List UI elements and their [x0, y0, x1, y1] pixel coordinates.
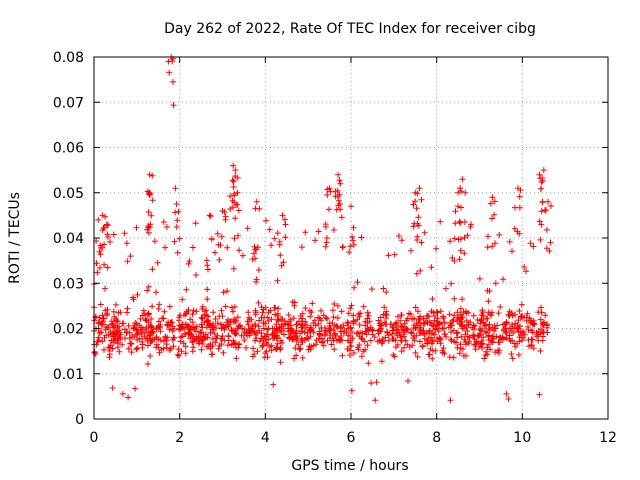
data-points: [91, 54, 554, 404]
y-tick-label: 0.05: [53, 186, 84, 202]
x-tick-label: 6: [347, 430, 356, 446]
roti-points: [91, 54, 554, 404]
x-tick-label: 12: [599, 430, 617, 446]
x-tick-label: 2: [175, 430, 184, 446]
y-tick-label: 0.04: [53, 231, 84, 247]
y-tick-label: 0.07: [53, 95, 84, 111]
x-tick-label: 4: [261, 430, 270, 446]
y-tick-label: 0.02: [53, 322, 84, 338]
x-axis-label: GPS time / hours: [291, 458, 408, 474]
chart-title: Day 262 of 2022, Rate Of TEC Index for r…: [164, 21, 536, 37]
y-tick-label: 0: [75, 412, 84, 428]
x-tick-label: 10: [513, 430, 531, 446]
x-tick-label: 8: [432, 430, 441, 446]
y-axis-label: ROTI / TECUs: [7, 192, 23, 284]
x-tick-label: 0: [90, 430, 99, 446]
grid-layer: [94, 57, 608, 419]
y-tick-label: 0.03: [53, 276, 84, 292]
y-tick-label: 0.08: [53, 50, 84, 66]
y-tick-label: 0.06: [53, 141, 84, 157]
axis-ticks: 0 0.01 0.02 0.03 0.04 0.05 0.06 0.07 0.08 0 2 4 6 8 10…: [53, 50, 617, 446]
y-tick-label: 0.01: [53, 367, 84, 383]
